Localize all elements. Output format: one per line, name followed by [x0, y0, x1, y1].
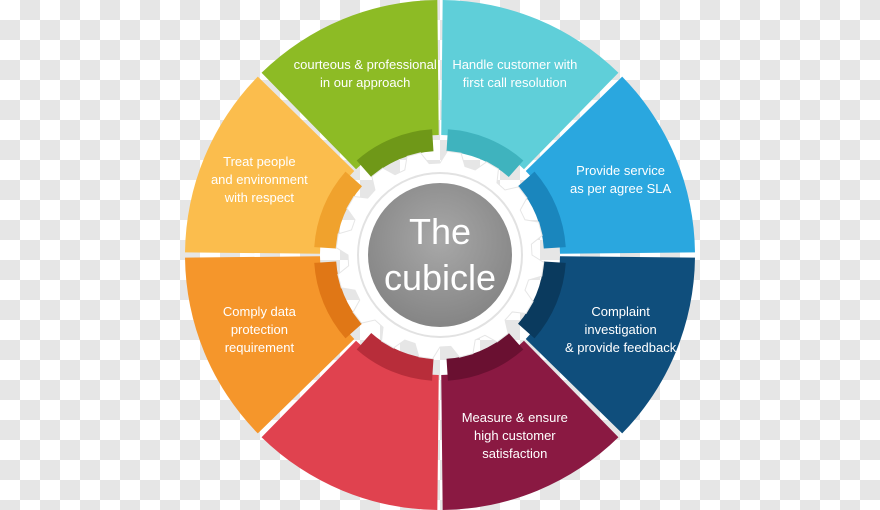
hub-circle	[368, 183, 512, 327]
segment-label-line: satisfaction	[482, 445, 548, 461]
segment-measure	[441, 340, 619, 510]
segment-courteous	[261, 0, 439, 170]
segment-provide-service	[525, 76, 695, 254]
segment-lip-courteous	[356, 129, 434, 177]
segment-label-line: Comply data	[222, 303, 296, 319]
segments-layer	[185, 0, 695, 510]
segment-complaint	[525, 256, 695, 434]
segment-label-line: Complaint	[591, 303, 650, 319]
segment-label-complaint: Complaint investigation & provide feedback	[546, 303, 696, 357]
segment-label-line: Measure & ensure	[461, 409, 568, 425]
hub-title-line1: The	[408, 211, 472, 252]
segment-label-provide-service: Provide service as per agree SLA	[546, 162, 696, 198]
segment-lip-comply	[314, 261, 362, 339]
segment-lip-provide-service	[518, 171, 566, 249]
segment-comply	[185, 256, 355, 434]
segment-label-line: requirement	[224, 339, 295, 355]
segment-label-line: courteous & professional	[293, 57, 437, 73]
segment-lip-handle-customer	[446, 129, 524, 177]
segment-lip-blank-red	[356, 333, 434, 381]
segment-label-line: as per agree SLA	[570, 181, 672, 197]
segment-label-line: high customer	[473, 427, 556, 443]
segment-label-handle-customer: Handle customer with first call resolutio…	[440, 56, 590, 92]
hub-title-line2: cubicle	[383, 257, 497, 298]
segment-label-line: first call resolution	[462, 75, 567, 91]
segment-label-line: protection	[230, 321, 288, 337]
segment-label-treat-people: Treat people and environment with respect	[184, 153, 334, 207]
segment-label-line: & provide feedback	[564, 339, 677, 355]
segment-label-line: in our approach	[320, 75, 411, 91]
segment-blank-red	[261, 340, 439, 510]
segment-label-line: investigation	[584, 321, 657, 337]
segment-label-line: with respect	[224, 190, 295, 206]
segment-label-line: Provide service	[576, 163, 666, 179]
segment-lip-complaint	[518, 261, 566, 339]
segment-lip-treat-people	[314, 171, 362, 249]
segment-label-line: Treat people	[223, 154, 296, 170]
segment-label-line: Handle customer with	[452, 57, 578, 73]
segment-handle-customer	[441, 0, 619, 170]
segment-treat-people	[185, 76, 355, 254]
segment-label-line: and environment	[210, 172, 308, 188]
segment-lip-measure	[446, 333, 524, 381]
segment-label-courteous: courteous & professional in our approach	[290, 56, 440, 92]
segment-label-measure: Measure & ensure high customer satisfactio…	[440, 409, 590, 463]
hub-title: The cubicle	[384, 209, 496, 301]
segment-label-comply: Comply data protection requirement	[184, 303, 334, 357]
